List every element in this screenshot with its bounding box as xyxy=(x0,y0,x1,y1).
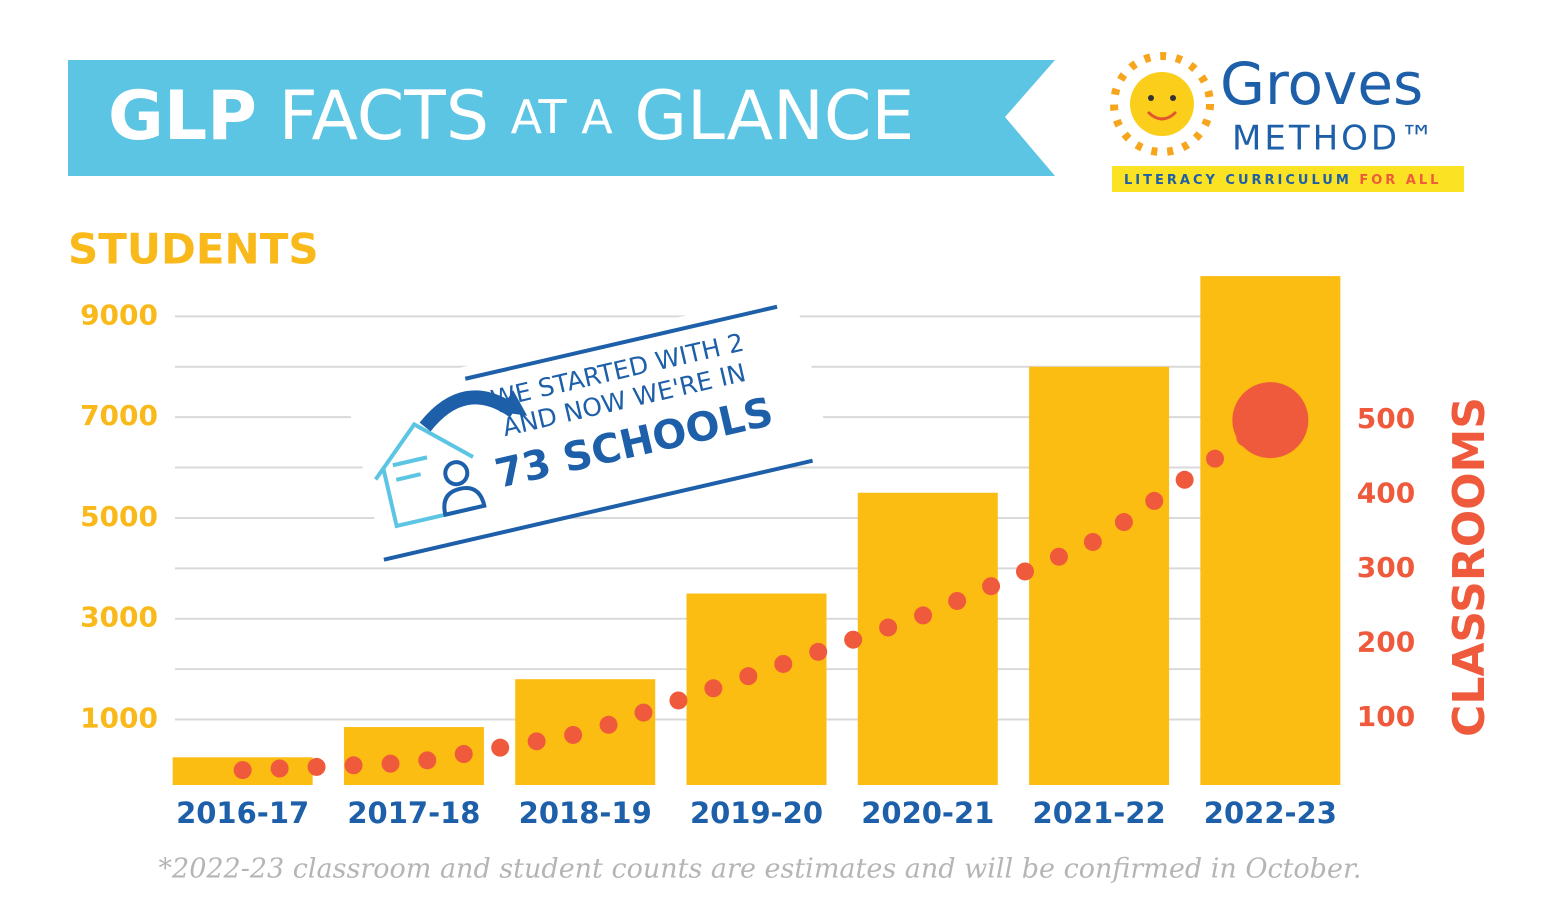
y-tick-label: 9000 xyxy=(80,298,158,331)
tagline-end: FOR ALL xyxy=(1359,173,1441,188)
y2-axis-title: CLASSROOMS xyxy=(1444,397,1495,737)
house-icon xyxy=(374,390,528,529)
title-banner xyxy=(68,60,1055,176)
end-point xyxy=(1232,382,1309,459)
x-tick-label: 2016-17 xyxy=(176,796,309,830)
x-tick-label: 2022-23 xyxy=(1204,796,1337,830)
footnote: *2022-23 classroom and student counts ar… xyxy=(159,854,1362,885)
title-part: GLP xyxy=(108,77,257,156)
annotation-rule xyxy=(464,304,778,381)
title-part: FACTS xyxy=(279,77,489,156)
y2-tick-label: 100 xyxy=(1357,700,1415,733)
bar xyxy=(1200,276,1341,785)
annotation: WE STARTED WITH 2 AND NOW WE'RE IN 73 SC… xyxy=(345,290,833,562)
y-axis-title: STUDENTS xyxy=(68,225,319,274)
y-tick-label: 1000 xyxy=(80,701,158,734)
logo: Groves METHOD™ LITERACY CURRICULUM FOR A… xyxy=(1110,50,1464,192)
y-tick-label: 7000 xyxy=(80,399,158,432)
annotation-rule xyxy=(383,458,814,562)
logo-sub: METHOD™ xyxy=(1232,119,1437,159)
bar xyxy=(1029,366,1170,785)
x-tick-label: 2018-19 xyxy=(519,796,652,830)
title: GLP FACTS AT A GLANCE xyxy=(108,77,914,156)
x-tick-label: 2017-18 xyxy=(347,796,480,830)
x-tick-label: 2020-21 xyxy=(861,796,994,830)
x-tick-label: 2021-22 xyxy=(1033,796,1166,830)
tagline-main: LITERACY CURRICULUM xyxy=(1124,173,1352,188)
annotation-box xyxy=(345,290,833,560)
sun xyxy=(1110,52,1214,156)
y2-tick-label: 300 xyxy=(1357,551,1415,584)
y2-tick-label: 400 xyxy=(1357,477,1415,510)
bar xyxy=(515,679,656,785)
y-tick-label: 5000 xyxy=(80,500,158,533)
title-part: GLANCE xyxy=(634,77,914,156)
y2-tick-label: 500 xyxy=(1357,402,1415,435)
x-tick-label: 2019-20 xyxy=(690,796,823,830)
tagline: LITERACY CURRICULUM FOR ALL xyxy=(1124,173,1441,188)
title-part: AT A xyxy=(511,90,614,144)
y2-tick-label: 200 xyxy=(1357,626,1415,659)
logo-name: Groves xyxy=(1220,50,1423,118)
y-tick-label: 3000 xyxy=(80,601,158,634)
bar xyxy=(857,492,998,785)
tagline-band xyxy=(1112,166,1464,192)
dotted-line xyxy=(233,411,1280,780)
